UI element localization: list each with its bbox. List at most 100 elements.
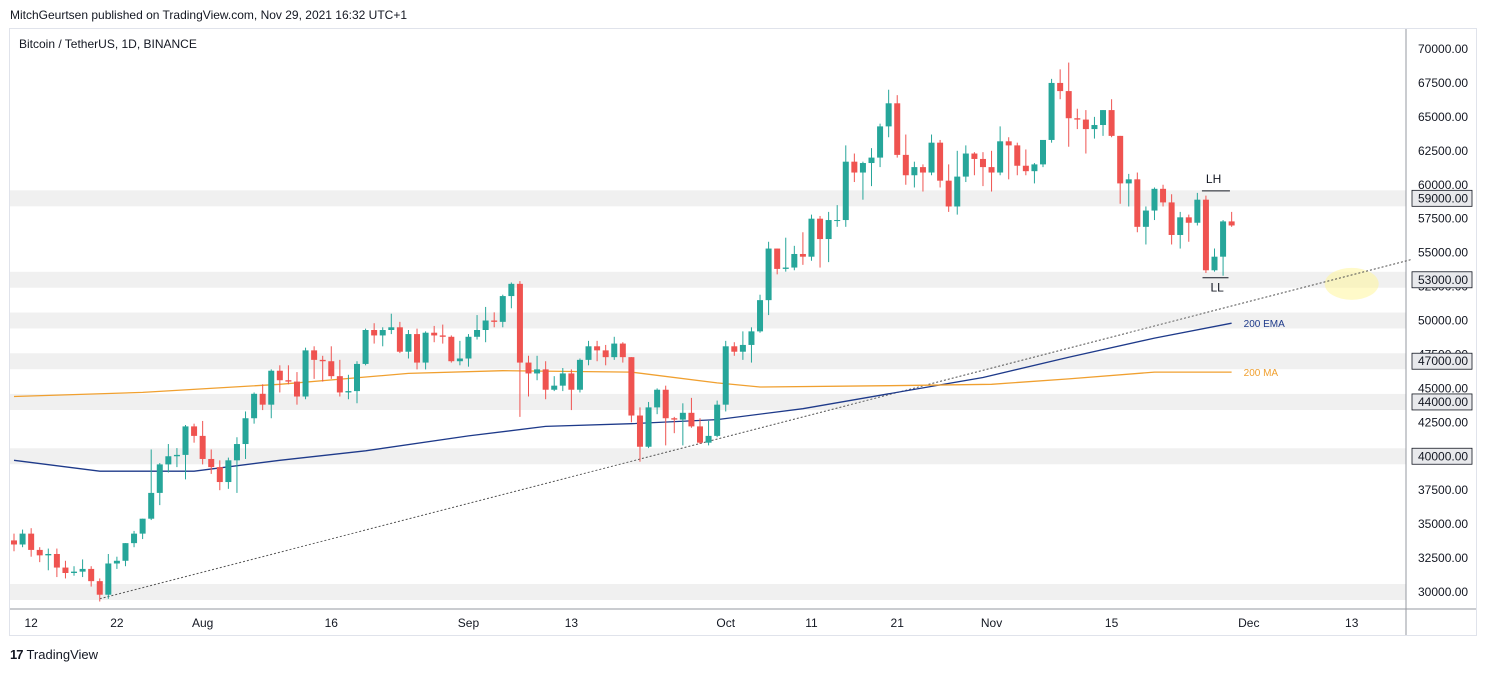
candle-body	[328, 361, 335, 377]
support-zone	[10, 312, 1406, 329]
candle-body	[739, 344, 746, 352]
candle-body	[1134, 179, 1141, 227]
candle-body	[405, 334, 412, 352]
candle-body	[1228, 221, 1235, 226]
candle-body	[268, 370, 275, 405]
candle-body	[705, 435, 712, 443]
candle-body	[311, 350, 318, 360]
y-tick-label: 70000.00	[1418, 42, 1468, 56]
candle-body	[1211, 256, 1218, 271]
candle-body	[1177, 217, 1184, 235]
candle-body	[1091, 125, 1098, 130]
candle-body	[842, 161, 849, 221]
y-tick-label: 35000.00	[1418, 517, 1468, 531]
candle-body	[1022, 165, 1029, 172]
candle-body	[482, 320, 489, 331]
price-level-box	[1411, 189, 1473, 207]
candle-body	[885, 103, 892, 127]
candle-body	[568, 373, 575, 390]
candle-body	[516, 283, 523, 363]
price-chart[interactable]: Bitcoin / TetherUS, 1D, BINANCE 30000.00…	[10, 29, 1476, 635]
x-tick-label: Sep	[458, 616, 480, 630]
candle-body	[636, 415, 643, 447]
candle-body	[911, 167, 918, 176]
candle-body	[122, 543, 129, 561]
candle-body	[774, 248, 781, 269]
y-tick-label: 60000.00	[1418, 178, 1468, 192]
price-level-box	[1411, 271, 1473, 289]
candle-body	[731, 346, 738, 352]
candle-body	[859, 163, 866, 173]
candle-body	[173, 454, 180, 457]
candle-body	[302, 350, 309, 397]
candle-body	[165, 456, 172, 465]
candle-body	[11, 540, 17, 545]
highlight-circle	[1324, 267, 1379, 300]
candle-body	[208, 458, 215, 468]
support-zone	[10, 353, 1406, 370]
candle-body	[1117, 135, 1124, 184]
candle-body	[1040, 139, 1046, 165]
candle-body	[602, 350, 609, 358]
candle-body	[851, 161, 858, 173]
candle-body	[594, 346, 601, 351]
x-tick-label: Nov	[981, 616, 1002, 630]
candles	[11, 62, 1235, 602]
candle-body	[199, 435, 206, 459]
candle-body	[88, 568, 95, 582]
candle-body	[1194, 199, 1201, 223]
candle-body	[919, 167, 926, 173]
support-zone	[10, 448, 1406, 465]
candle-body	[276, 370, 283, 381]
publisher-line: MitchGeurtsen published on TradingView.c…	[10, 8, 408, 22]
candle-body	[1168, 202, 1175, 235]
trendline	[99, 258, 1412, 600]
candle-body	[105, 563, 112, 595]
candle-body	[1031, 164, 1038, 172]
candle-body	[113, 560, 120, 564]
candle-body	[937, 142, 944, 181]
candle-body	[465, 336, 472, 359]
chart-frame[interactable]: Bitcoin / TetherUS, 1D, BINANCE 30000.00…	[9, 28, 1477, 636]
chart-title: Bitcoin / TetherUS, 1D, BINANCE	[19, 37, 197, 51]
candle-body	[877, 126, 884, 158]
candle-body	[1108, 110, 1115, 136]
annotation-label: LH	[1206, 172, 1221, 186]
price-level-box	[1411, 352, 1473, 370]
x-tick-label: Dec	[1238, 616, 1259, 630]
price-level-label: 53000.00	[1418, 273, 1468, 287]
candle-body	[354, 363, 360, 392]
candle-body	[422, 332, 429, 363]
candle-body	[1100, 110, 1107, 126]
candle-body	[53, 553, 60, 568]
candle-body	[1005, 141, 1012, 146]
candle-body	[525, 362, 532, 374]
support-zone	[10, 271, 1406, 288]
candle-body	[628, 357, 635, 416]
candle-body	[319, 359, 326, 362]
y-tick-label: 67500.00	[1418, 76, 1468, 90]
candle-body	[645, 407, 652, 447]
indicator-label: 200 EMA	[1244, 319, 1285, 330]
candle-body	[1074, 118, 1081, 120]
candle-body	[748, 331, 755, 345]
candle-body	[1185, 217, 1192, 223]
candle-body	[156, 464, 163, 493]
candle-body	[1142, 210, 1149, 227]
y-tick-label: 45000.00	[1418, 381, 1468, 395]
candle-body	[611, 343, 618, 358]
support-zones	[10, 190, 1406, 600]
footer-brand[interactable]: 17 TradingView	[10, 647, 98, 662]
candle-body	[928, 142, 935, 173]
candle-body	[448, 336, 455, 362]
candle-body	[654, 389, 661, 408]
candle-body	[1220, 221, 1227, 257]
y-tick-label: 37500.00	[1418, 483, 1468, 497]
candle-body	[551, 385, 558, 390]
candle-body	[945, 180, 952, 207]
candle-body	[371, 330, 378, 336]
candle-body	[757, 300, 764, 332]
candle-body	[1125, 179, 1132, 184]
x-tick-label: Aug	[192, 616, 213, 630]
candle-body	[499, 296, 506, 322]
